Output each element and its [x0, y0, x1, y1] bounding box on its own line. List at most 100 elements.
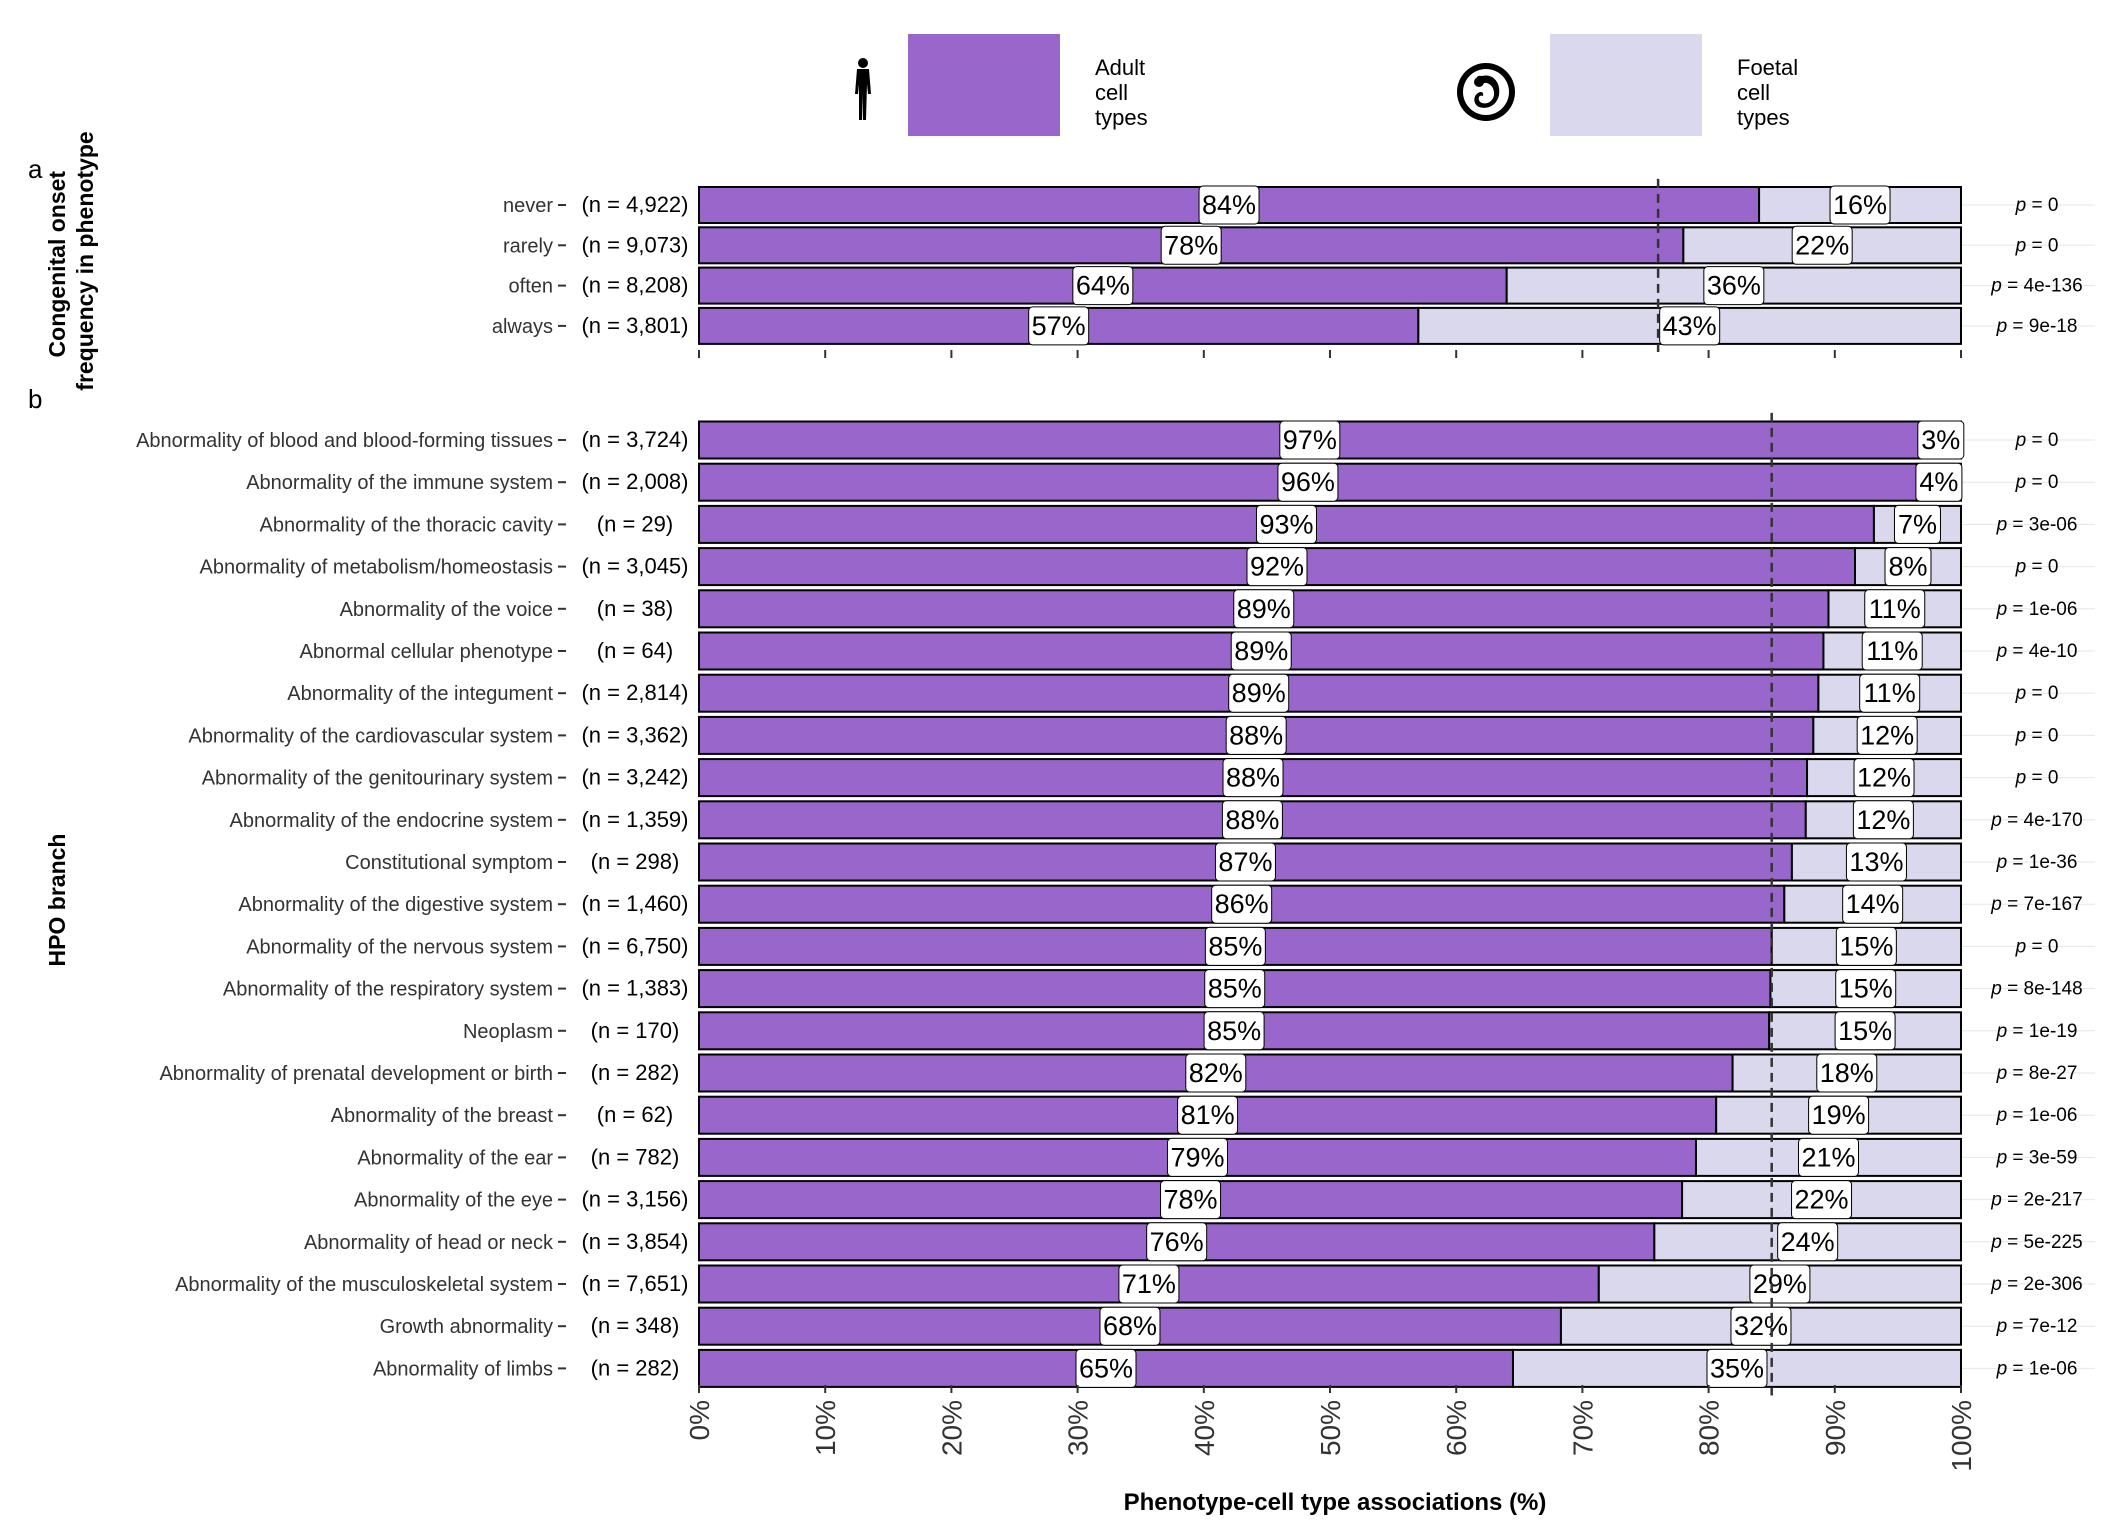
data-label-foetal: 35% — [1710, 1353, 1764, 1383]
category-label: Abnormality of the breast — [331, 1105, 554, 1127]
p-value-label: p = 3e-59 — [1996, 1147, 2078, 1168]
data-label-adult-box — [1221, 800, 1283, 840]
n-label: (n = 1,383) — [581, 976, 688, 1001]
data-label-adult: 79% — [1170, 1142, 1224, 1172]
data-label-foetal-box — [1706, 1348, 1768, 1388]
data-label-foetal-box — [1816, 1053, 1878, 1093]
data-label-adult: 64% — [1076, 271, 1130, 301]
n-label: (n = 170) — [591, 1018, 680, 1043]
x-tick-label: 10% — [810, 1400, 841, 1456]
data-label-foetal-box — [1829, 185, 1891, 225]
n-label: (n = 282) — [591, 1355, 680, 1380]
data-label-adult: 88% — [1226, 763, 1280, 793]
data-label-foetal: 29% — [1753, 1269, 1807, 1299]
category-label: Abnormality of the voice — [340, 599, 553, 621]
data-label-foetal: 12% — [1857, 763, 1911, 793]
panel-label-a: a — [28, 154, 43, 184]
category-label: Abnormal cellular phenotype — [300, 641, 554, 663]
p-value-label: p = 0 — [2015, 557, 2059, 578]
x-tick-label: 40% — [1189, 1400, 1220, 1456]
data-label-adult-box — [1279, 420, 1341, 460]
n-label: (n = 7,651) — [581, 1271, 688, 1296]
data-label-adult-box — [1214, 842, 1276, 882]
p-value-label: p = 0 — [2015, 768, 2059, 789]
data-label-foetal: 22% — [1795, 230, 1849, 260]
p-value-label: p = 2e-306 — [1990, 1274, 2082, 1295]
n-label: (n = 2,008) — [581, 469, 688, 494]
n-label: (n = 3,156) — [581, 1187, 688, 1212]
legend-label-adult: Adult cell types — [1095, 55, 1148, 130]
data-label-foetal-box — [1852, 800, 1914, 840]
category-label: Abnormality of prenatal development or b… — [159, 1063, 553, 1085]
p-value-label: p = 2e-217 — [1990, 1190, 2082, 1211]
x-axis-panel-b: 0% 10% 20% 30% 40% 50% 60% 70% 80% 90% 100% — [684, 1385, 1977, 1472]
data-label-foetal: 36% — [1707, 271, 1761, 301]
category-label: Abnormality of blood and blood-forming t… — [136, 430, 553, 452]
data-label-adult: 71% — [1122, 1269, 1176, 1299]
x-tick-label: 80% — [1694, 1400, 1725, 1456]
p-value-label: p = 4e-136 — [1990, 276, 2082, 297]
data-label-adult-box — [1072, 266, 1134, 306]
x-axis-title: Phenotype-cell type associations (%) — [1124, 1489, 1547, 1516]
data-label-adult: 81% — [1181, 1100, 1235, 1130]
legend: Adult cell types Foetal cell types — [855, 34, 1798, 136]
data-label-foetal: 4% — [1919, 467, 1958, 497]
data-label-adult-box — [1222, 758, 1284, 798]
category-label: Constitutional symptom — [345, 852, 553, 874]
data-label-adult: 87% — [1218, 847, 1272, 877]
data-label-foetal-box — [1864, 589, 1926, 629]
n-label: (n = 38) — [597, 596, 673, 621]
data-label-foetal: 15% — [1838, 1016, 1892, 1046]
x-tick-label: 90% — [1820, 1400, 1851, 1456]
data-label-adult-box — [1166, 1137, 1228, 1177]
p-value-label: p = 9e-18 — [1996, 316, 2078, 337]
n-label: (n = 3,801) — [581, 313, 688, 338]
category-label: Abnormality of the respiratory system — [223, 979, 553, 1001]
data-label-adult: 85% — [1208, 931, 1262, 961]
data-label-adult-box — [1028, 306, 1090, 346]
data-label-adult-box — [1203, 1011, 1265, 1051]
x-tick-label: 60% — [1441, 1400, 1472, 1456]
n-label: (n = 29) — [597, 511, 673, 536]
data-label-foetal-box — [1659, 306, 1721, 346]
category-label: always — [492, 316, 553, 338]
data-label-adult-box — [1075, 1348, 1137, 1388]
n-label: (n = 3,724) — [581, 427, 688, 452]
data-label-foetal: 32% — [1734, 1311, 1788, 1341]
x-axis-panel-a — [698, 350, 1962, 358]
data-label-foetal: 11% — [1866, 636, 1918, 666]
n-label: (n = 8,208) — [581, 273, 688, 298]
data-label-adult-box — [1204, 969, 1266, 1009]
data-label-adult: 85% — [1207, 1016, 1261, 1046]
data-label-foetal: 11% — [1864, 678, 1916, 708]
n-label: (n = 348) — [591, 1313, 680, 1338]
foetus-icon — [1457, 63, 1515, 121]
data-label-adult: 57% — [1032, 311, 1086, 341]
p-value-label: p = 4e-10 — [1996, 641, 2078, 662]
data-label-foetal-box — [1859, 673, 1921, 713]
data-label-adult: 65% — [1079, 1353, 1133, 1383]
p-value-label: p = 0 — [2015, 472, 2059, 493]
data-label-adult: 89% — [1232, 678, 1286, 708]
category-label: Abnormality of metabolism/homeostasis — [200, 557, 553, 579]
data-label-adult: 82% — [1189, 1058, 1243, 1088]
data-label-adult-box — [1211, 884, 1273, 924]
data-label-adult: 68% — [1103, 1311, 1157, 1341]
data-label-foetal-box — [1834, 1011, 1896, 1051]
p-value-label: p = 0 — [2015, 430, 2059, 451]
data-label-foetal-box — [1861, 631, 1923, 671]
n-label: (n = 3,045) — [581, 554, 688, 579]
data-label-foetal: 13% — [1849, 847, 1903, 877]
data-label-foetal-box — [1853, 758, 1915, 798]
data-label-foetal: 24% — [1781, 1227, 1835, 1257]
n-label: (n = 3,242) — [581, 765, 688, 790]
x-tick-label: 70% — [1567, 1400, 1598, 1456]
data-label-foetal-box — [1749, 1264, 1811, 1304]
data-label-adult: 96% — [1281, 467, 1335, 497]
data-label-foetal-box — [1835, 969, 1897, 1009]
category-label: often — [509, 276, 553, 298]
category-label: rarely — [503, 235, 553, 257]
data-label-foetal: 15% — [1839, 974, 1893, 1004]
data-label-adult-box — [1277, 462, 1339, 502]
category-label: Abnormality of the digestive system — [238, 894, 553, 916]
